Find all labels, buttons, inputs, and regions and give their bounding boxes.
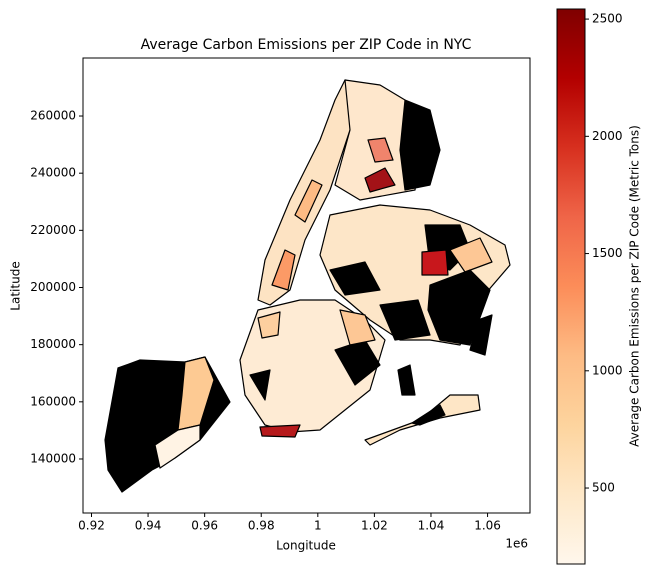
- region: [329, 261, 381, 296]
- x-tick-label: 0.96: [191, 519, 218, 533]
- region: [399, 99, 441, 191]
- x-offset-label: 1e6: [505, 537, 528, 551]
- chart-title: Average Carbon Emissions per ZIP Code in…: [141, 37, 472, 53]
- colorbar-label: Average Carbon Emissions per ZIP Code (M…: [628, 125, 642, 447]
- x-tick-label: 0.94: [135, 519, 162, 533]
- colorbar-tick-label: 2000: [592, 129, 623, 143]
- x-tick-label: 1: [314, 519, 322, 533]
- map: [104, 79, 511, 493]
- region: [379, 299, 431, 341]
- region: [339, 309, 376, 346]
- region: [294, 179, 323, 223]
- y-tick-label: 180000: [30, 337, 76, 351]
- region: [449, 237, 493, 273]
- region: [421, 249, 449, 276]
- x-tick-label: 1.02: [361, 519, 388, 533]
- x-tick-label: 1.04: [418, 519, 445, 533]
- region: [367, 137, 394, 163]
- y-tick-label: 160000: [30, 394, 76, 408]
- y-tick-label: 260000: [30, 109, 76, 123]
- region: [411, 404, 446, 426]
- x-tick-label: 0.92: [78, 519, 105, 533]
- region: [364, 167, 396, 193]
- region: [259, 424, 301, 438]
- x-axis-label: Longitude: [276, 539, 336, 553]
- y-axis-label: Latitude: [9, 261, 23, 310]
- region: [154, 424, 201, 469]
- y-tick-label: 200000: [30, 280, 76, 294]
- region: [249, 369, 271, 401]
- y-tick-label: 240000: [30, 166, 76, 180]
- region: [427, 269, 491, 346]
- region: [271, 249, 296, 291]
- region: [397, 364, 416, 396]
- colorbar-tick-label: 500: [592, 481, 615, 495]
- region: [469, 314, 493, 356]
- region: [257, 311, 281, 339]
- y-tick-label: 220000: [30, 223, 76, 237]
- y-tick-label: 140000: [30, 451, 76, 465]
- x-tick-label: 0.98: [248, 519, 275, 533]
- colorbar: [556, 8, 586, 565]
- x-tick-label: 1.06: [474, 519, 501, 533]
- plot-frame: [82, 57, 531, 514]
- colorbar-tick-label: 2500: [592, 12, 623, 26]
- colorbar-tick-label: 1000: [592, 363, 623, 377]
- colorbar-tick-label: 1500: [592, 246, 623, 260]
